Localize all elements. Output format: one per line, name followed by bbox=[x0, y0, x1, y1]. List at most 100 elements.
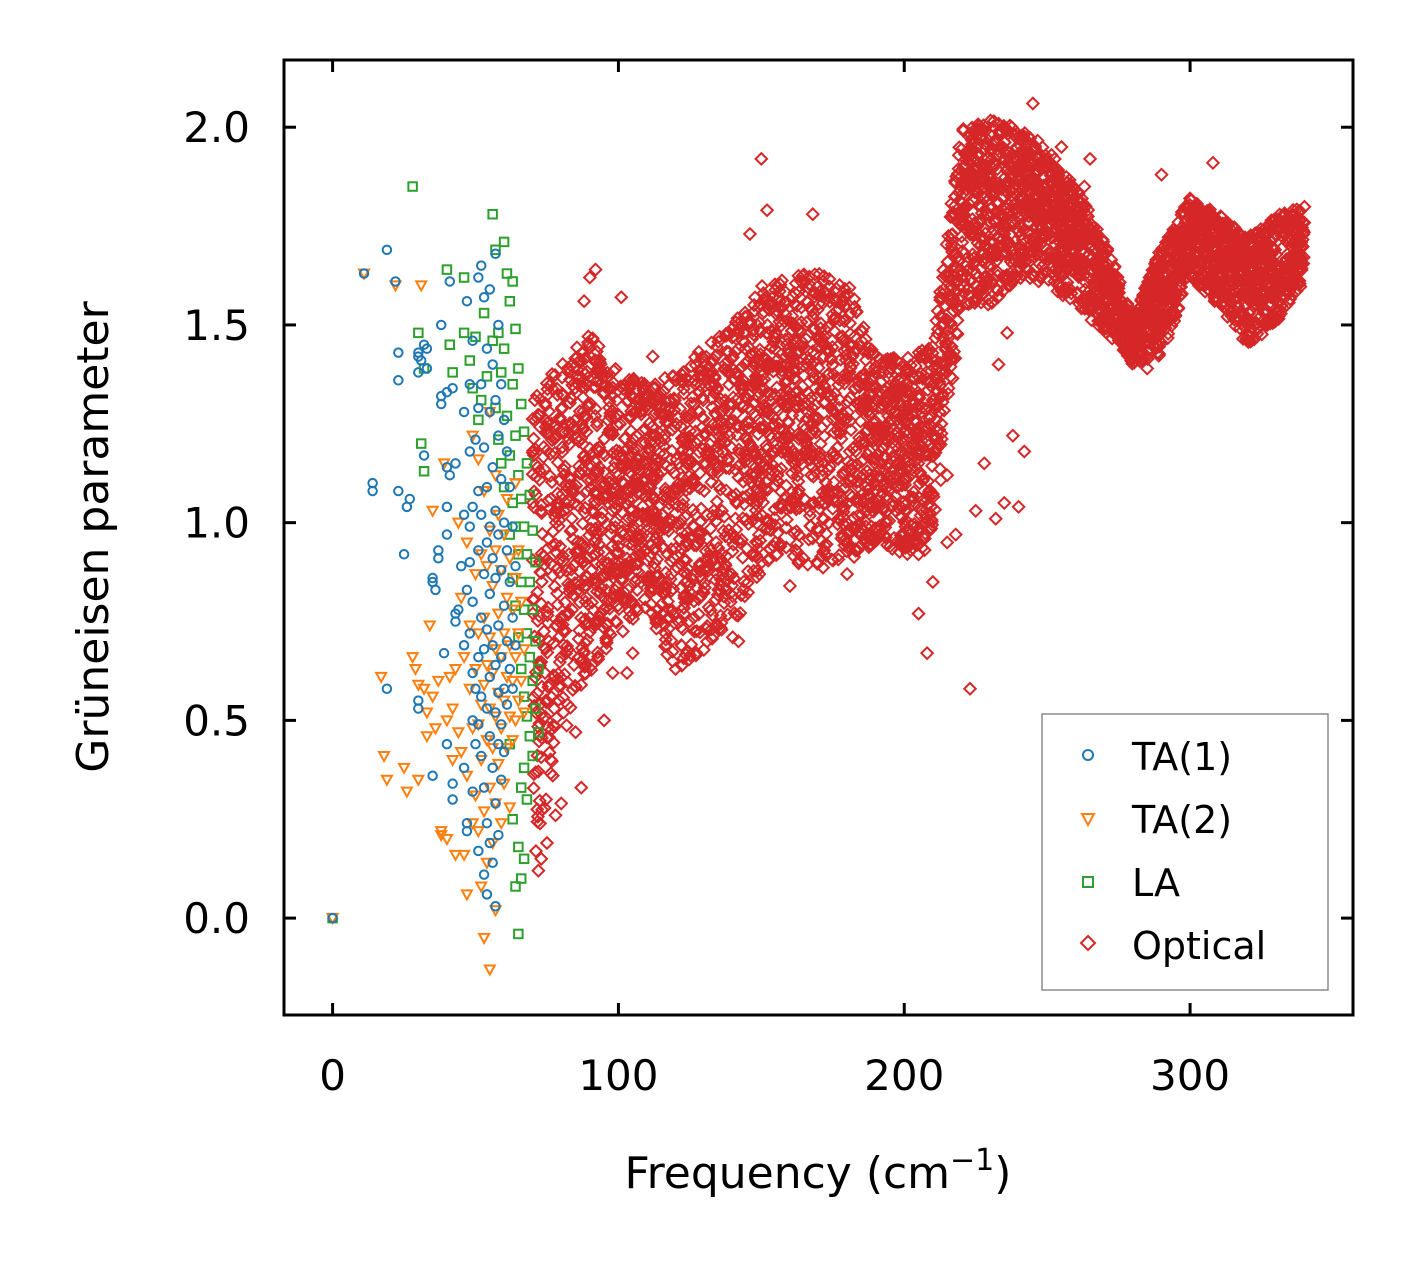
optical-point bbox=[549, 710, 564, 726]
optical-point bbox=[769, 278, 785, 294]
optical-point bbox=[856, 435, 871, 450]
optical-point bbox=[905, 397, 921, 413]
optical-point bbox=[564, 511, 580, 526]
optical-point bbox=[719, 483, 734, 498]
optical-point bbox=[990, 161, 1005, 177]
optical-point bbox=[773, 318, 789, 333]
optical-point bbox=[716, 595, 732, 611]
optical-point bbox=[748, 468, 763, 483]
optical-point bbox=[654, 399, 669, 415]
optical-point bbox=[890, 478, 906, 493]
optical-point bbox=[740, 401, 756, 416]
optical-point bbox=[720, 453, 735, 468]
optical-point bbox=[1089, 222, 1105, 237]
optical-point bbox=[935, 286, 950, 302]
optical-point bbox=[1004, 159, 1020, 174]
optical-point bbox=[640, 528, 655, 544]
optical-point bbox=[723, 416, 738, 431]
optical-point bbox=[791, 482, 807, 498]
optical-point bbox=[1272, 271, 1288, 287]
optical-point bbox=[762, 466, 777, 482]
optical-point bbox=[740, 414, 755, 429]
optical-point bbox=[562, 364, 577, 380]
optical-point bbox=[925, 339, 940, 355]
optical-point bbox=[762, 428, 778, 443]
optical-point bbox=[536, 624, 552, 639]
optical-point bbox=[1208, 253, 1223, 268]
optical-point bbox=[870, 520, 885, 536]
optical-point bbox=[862, 380, 877, 395]
optical-point bbox=[603, 409, 618, 424]
optical-point bbox=[550, 597, 565, 612]
optical-point bbox=[725, 544, 740, 559]
optical-point bbox=[829, 440, 845, 455]
optical-point bbox=[767, 387, 783, 402]
optical-point bbox=[543, 556, 559, 572]
optical-point bbox=[530, 809, 545, 824]
optical-point bbox=[929, 313, 944, 328]
optical-point bbox=[1006, 252, 1021, 267]
optical-point bbox=[670, 410, 686, 425]
optical-point bbox=[748, 547, 764, 563]
optical-point bbox=[526, 431, 541, 446]
optical-point bbox=[526, 690, 541, 705]
optical-point bbox=[878, 449, 894, 465]
optical-point bbox=[710, 439, 725, 455]
optical-point bbox=[996, 222, 1012, 238]
optical-point bbox=[965, 171, 981, 186]
optical-point bbox=[723, 594, 738, 610]
optical-point bbox=[541, 677, 557, 692]
optical-point bbox=[620, 561, 635, 576]
optical-point bbox=[620, 593, 635, 608]
optical-point bbox=[701, 599, 716, 615]
optical-point bbox=[711, 540, 726, 556]
optical-point bbox=[754, 278, 770, 294]
optical-point bbox=[1057, 247, 1072, 262]
optical-point bbox=[572, 577, 588, 593]
optical-point bbox=[1273, 303, 1288, 318]
optical-point bbox=[751, 412, 766, 428]
optical-point bbox=[597, 431, 612, 446]
optical-point bbox=[547, 504, 563, 519]
optical-point bbox=[534, 654, 549, 670]
optical-point bbox=[564, 522, 579, 537]
optical-point bbox=[628, 556, 643, 571]
optical-point bbox=[748, 369, 763, 384]
optical-point bbox=[777, 444, 792, 459]
optical-point bbox=[1293, 212, 1309, 228]
optical-point bbox=[833, 352, 848, 367]
optical-point bbox=[598, 556, 614, 571]
optical-point bbox=[938, 340, 953, 355]
optical-point bbox=[664, 542, 679, 557]
optical-point bbox=[692, 404, 707, 420]
optical-point bbox=[876, 449, 891, 465]
optical-point bbox=[745, 513, 760, 528]
optical-point bbox=[806, 285, 821, 301]
optical-point bbox=[1011, 223, 1027, 238]
optical-point bbox=[705, 364, 720, 380]
optical-point bbox=[585, 503, 600, 518]
optical-point bbox=[607, 589, 622, 604]
optical-point bbox=[737, 589, 752, 604]
optical-point bbox=[729, 428, 745, 443]
optical-point bbox=[791, 486, 806, 501]
optical-point bbox=[785, 289, 800, 304]
optical-point bbox=[1250, 326, 1265, 341]
optical-point bbox=[646, 407, 662, 422]
optical-point bbox=[891, 372, 906, 387]
optical-point bbox=[544, 474, 560, 490]
optical-point bbox=[711, 582, 726, 597]
optical-point bbox=[885, 435, 900, 451]
optical-point bbox=[575, 516, 590, 531]
optical-point bbox=[1060, 261, 1075, 276]
optical-point bbox=[543, 446, 558, 462]
optical-point bbox=[700, 618, 715, 634]
optical-point bbox=[906, 484, 921, 500]
optical-point bbox=[906, 490, 921, 505]
optical-point bbox=[617, 476, 632, 491]
optical-point bbox=[1254, 327, 1270, 342]
optical-point bbox=[704, 475, 719, 490]
optical-point bbox=[857, 377, 873, 392]
optical-point bbox=[1162, 245, 1177, 260]
optical-point bbox=[552, 410, 567, 425]
